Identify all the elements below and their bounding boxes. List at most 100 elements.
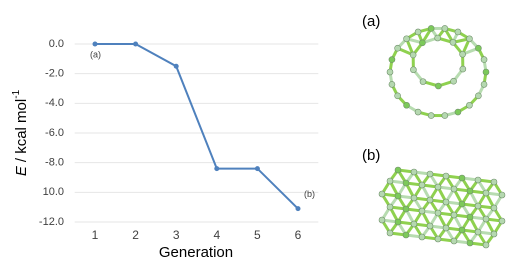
y-tick-label: -2.0 [45,68,64,80]
atom [403,232,409,238]
atom [387,230,393,236]
atom [451,186,457,192]
atom [410,67,416,73]
atom [483,190,489,196]
x-tick-label: 2 [132,228,139,242]
atom [467,214,473,220]
atom [387,178,393,184]
data-point [255,166,260,171]
atom [428,113,434,119]
atom [411,169,417,175]
atom [499,218,505,224]
atom [459,175,465,181]
atom [455,29,461,35]
atom [419,208,425,214]
y-label-unit: / kcal mol [13,99,30,162]
molecule-images [379,25,505,248]
atom [419,40,425,46]
atom [415,29,421,35]
y-label-exponent: -1 [11,89,22,98]
atom [451,212,457,218]
atom [427,197,433,203]
atom [491,205,497,211]
atom [467,240,473,246]
atom [450,39,456,45]
atom [481,57,487,63]
atom [435,210,441,216]
atom [499,192,505,198]
atom [404,102,410,108]
data-point [93,42,98,47]
atom [389,81,395,87]
atom [443,225,449,231]
atom [435,35,441,41]
atom [443,173,449,179]
x-tick-label: 5 [254,228,261,242]
atom [389,57,395,63]
atom [379,217,385,223]
x-axis-label: Generation [159,244,233,261]
atom [403,206,409,212]
atom [475,177,481,183]
atom [427,171,433,177]
x-tick-label: 4 [213,228,220,242]
atom [442,113,448,119]
atom [419,182,425,188]
data-line [95,44,298,209]
y-tick-label: 0.0 [49,38,64,50]
atom [451,238,457,244]
page: Generation E / kcal mol-1 (a) (b) 0.0 -2.0… [0,0,532,264]
atom [395,167,401,173]
atom [481,81,487,87]
x-tick-label: 1 [92,228,99,242]
atom [379,191,385,197]
y-tick-label: -8.0 [45,157,64,169]
atom [483,69,489,75]
atom [420,79,426,85]
y-tick-label: 10.0 [43,186,64,198]
atom [411,221,417,227]
annotation: (b) [304,189,315,199]
panel-label: (b) [362,147,380,164]
atom [475,93,481,99]
y-label-symbol: E [13,165,30,176]
atom [395,193,401,199]
atom [404,36,410,42]
atom [428,25,434,31]
annotation: (a) [90,49,101,59]
atom [435,184,441,190]
atom [491,231,497,237]
x-tick-label: 6 [295,228,302,242]
atom [395,45,401,51]
y-axis-label: E / kcal mol-1 [11,89,30,176]
atom [395,219,401,225]
atom [403,180,409,186]
atom [455,109,461,115]
atom [466,36,472,42]
atom [442,25,448,31]
atom [467,188,473,194]
atom [387,204,393,210]
atom [435,236,441,242]
atom [387,69,393,75]
atom [427,223,433,229]
atom [411,195,417,201]
atom [483,216,489,222]
data-point [174,64,179,69]
atom [475,229,481,235]
y-tick-label: -6.0 [45,127,64,139]
atom [451,78,457,84]
atom [419,234,425,240]
atom [459,201,465,207]
y-tick-label: -12.0 [39,216,64,228]
atom [466,102,472,108]
atom [460,51,466,57]
atom [483,242,489,248]
data-point [296,206,301,211]
atom [491,179,497,185]
data-point [133,42,138,47]
panel-label: (a) [362,13,380,30]
atom [443,199,449,205]
atom [475,203,481,209]
atom [415,109,421,115]
